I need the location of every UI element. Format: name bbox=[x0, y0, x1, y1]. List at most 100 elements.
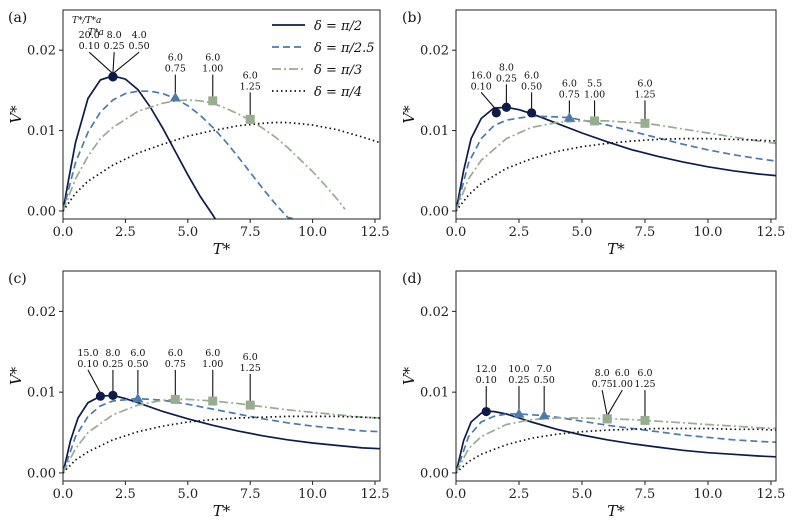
annotation-value-ta: 0.75 bbox=[165, 359, 186, 370]
annotation-value-ratio: 8.0 bbox=[105, 348, 120, 359]
series-line-2 bbox=[63, 90, 296, 219]
axes-frame bbox=[62, 9, 381, 220]
annotation-value-ratio: 6.0 bbox=[637, 368, 652, 379]
annotation-key-ta: T*a bbox=[88, 28, 104, 38]
chart-panel-4: 12.00.1010.00.257.00.508.00.756.01.006.0… bbox=[400, 270, 785, 520]
x-tick-label: 10.0 bbox=[298, 487, 327, 502]
legend-label: δ = π/2 bbox=[314, 19, 362, 34]
y-axis-label: V* bbox=[7, 105, 25, 124]
annotation-value-ta: 0.10 bbox=[476, 375, 497, 386]
annotation-value-ta: 0.75 bbox=[592, 379, 613, 390]
data-point-marker bbox=[640, 118, 650, 128]
y-tick-label: 0.02 bbox=[420, 44, 449, 59]
series-line-4 bbox=[63, 415, 380, 474]
annotation-value-ta: 0.75 bbox=[559, 89, 580, 100]
annotation-value-ta: 1.00 bbox=[612, 379, 633, 390]
annotation-value-ta: 0.25 bbox=[104, 41, 125, 52]
series-line-2 bbox=[456, 413, 776, 474]
x-axis-label: T* bbox=[213, 502, 231, 520]
annotation-value-ratio: 6.0 bbox=[243, 70, 258, 81]
series-line-4 bbox=[456, 137, 776, 212]
y-tick-label: 0.00 bbox=[420, 466, 449, 481]
annotation-value-ta: 0.10 bbox=[77, 359, 98, 370]
annotation-value-ratio: 20.0 bbox=[79, 30, 100, 41]
annotation-value-ratio: 6.0 bbox=[168, 53, 183, 64]
x-tick-label: 7.5 bbox=[240, 225, 261, 240]
annotation-leader bbox=[88, 51, 114, 75]
y-tick-label: 0.02 bbox=[420, 305, 449, 320]
annotation-value-ratio: 6.0 bbox=[637, 78, 652, 89]
y-tick-label: 0.00 bbox=[27, 466, 56, 481]
annotation-value-ratio: 6.0 bbox=[168, 348, 183, 359]
data-point-marker bbox=[563, 112, 575, 122]
annotation-value-ta: 1.25 bbox=[240, 363, 261, 374]
annotation-value-ratio: 6.0 bbox=[524, 70, 539, 81]
y-tick-label: 0.01 bbox=[420, 124, 449, 139]
panel-label: (a) bbox=[8, 10, 27, 26]
y-tick-label: 0.00 bbox=[27, 204, 56, 219]
x-tick-label: 0.0 bbox=[53, 225, 74, 240]
x-tick-label: 7.5 bbox=[240, 487, 261, 502]
annotation-key-ratio: T*/T*a bbox=[72, 16, 101, 26]
annotation-value-ratio: 8.0 bbox=[595, 368, 610, 379]
x-tick-label: 12.5 bbox=[756, 225, 785, 240]
x-tick-label: 5.0 bbox=[177, 487, 198, 502]
x-tick-label: 0.0 bbox=[446, 225, 467, 240]
data-point-marker bbox=[108, 72, 118, 82]
series-line-2 bbox=[456, 115, 776, 212]
legend-label: δ = π/3 bbox=[314, 63, 362, 78]
legend-label: δ = π/4 bbox=[314, 85, 362, 100]
annotation-value-ta: 0.50 bbox=[127, 359, 148, 370]
annotation-value-ratio: 6.0 bbox=[205, 53, 220, 64]
y-tick-label: 0.01 bbox=[27, 386, 56, 401]
x-axis-label: T* bbox=[213, 240, 231, 258]
legend: δ = π/2 δ = π/2.5 δ = π/3 δ = π/4 bbox=[272, 19, 375, 100]
annotation-value-ta: 0.50 bbox=[129, 41, 150, 52]
x-tick-label: 2.5 bbox=[115, 487, 136, 502]
data-point-marker bbox=[169, 92, 181, 102]
x-tick-label: 12.5 bbox=[361, 225, 390, 240]
data-point-marker bbox=[170, 394, 180, 404]
annotation-value-ratio: 6.0 bbox=[615, 368, 630, 379]
axes-frame bbox=[62, 270, 381, 482]
x-tick-label: 2.5 bbox=[509, 487, 530, 502]
x-tick-label: 2.5 bbox=[115, 225, 136, 240]
annotation-value-ratio: 6.0 bbox=[130, 348, 145, 359]
annotation-value-ta: 0.10 bbox=[79, 41, 100, 52]
y-tick-label: 0.02 bbox=[27, 305, 56, 320]
x-tick-label: 0.0 bbox=[446, 487, 467, 502]
x-tick-label: 12.5 bbox=[756, 487, 785, 502]
axes-frame bbox=[455, 9, 777, 220]
data-point-marker bbox=[208, 396, 218, 406]
annotation-value-ratio: 7.0 bbox=[537, 364, 552, 375]
x-tick-label: 0.0 bbox=[53, 487, 74, 502]
x-tick-label: 10.0 bbox=[693, 225, 722, 240]
x-tick-label: 10.0 bbox=[298, 225, 327, 240]
data-point-marker bbox=[501, 102, 511, 112]
axes-frame bbox=[455, 270, 777, 482]
annotation-leader bbox=[87, 369, 101, 394]
annotation-leader bbox=[601, 390, 608, 416]
data-point-marker bbox=[108, 390, 118, 400]
data-point-marker bbox=[602, 414, 612, 424]
annotation-leader bbox=[606, 389, 623, 417]
y-axis-label: V* bbox=[400, 105, 418, 124]
annotation-value-ratio: 8.0 bbox=[499, 62, 514, 73]
y-tick-label: 0.02 bbox=[27, 44, 56, 59]
x-tick-label: 5.0 bbox=[572, 487, 593, 502]
annotation-value-ratio: 10.0 bbox=[508, 364, 529, 375]
x-tick-label: 7.5 bbox=[635, 487, 656, 502]
y-tick-label: 0.01 bbox=[27, 124, 56, 139]
panel-label: (c) bbox=[8, 271, 27, 287]
annotation-value-ratio: 6.0 bbox=[562, 78, 577, 89]
data-point-marker bbox=[513, 408, 525, 418]
annotation-value-ratio: 12.0 bbox=[476, 364, 497, 375]
series-line-4 bbox=[63, 121, 380, 212]
x-tick-label: 5.0 bbox=[572, 225, 593, 240]
x-tick-label: 2.5 bbox=[509, 225, 530, 240]
y-axis-label: V* bbox=[7, 366, 25, 385]
y-tick-label: 0.00 bbox=[420, 204, 449, 219]
x-tick-label: 12.5 bbox=[361, 487, 390, 502]
data-point-marker bbox=[538, 410, 550, 420]
